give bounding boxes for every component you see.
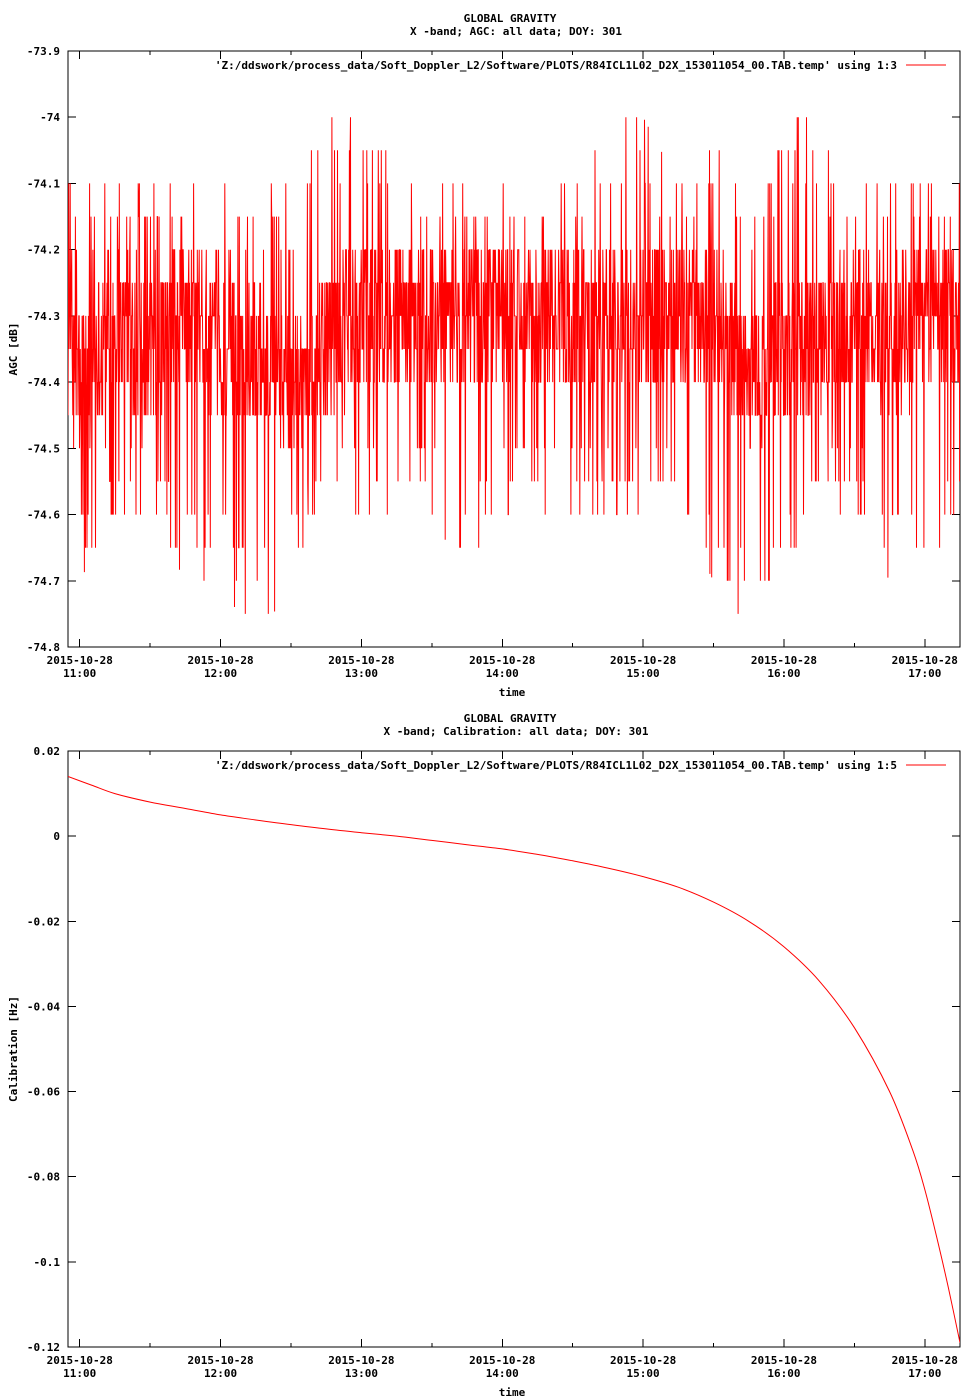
y-tick-label: -0.12 — [27, 1341, 60, 1354]
plot-frame — [67, 750, 961, 1348]
y-ticks: 0.02 0 -0.02 -0.04 -0.06 -0.08 -0.1 -0.12 — [27, 745, 960, 1354]
x-tick-time-label: 16:00 — [767, 1367, 800, 1380]
y-tick-label: -74.5 — [27, 442, 60, 455]
x-axis-label: time — [499, 1386, 526, 1399]
series-line — [68, 117, 960, 614]
x-tick-time-label: 15:00 — [627, 667, 660, 680]
y-tick-label: -0.04 — [27, 1000, 60, 1013]
agc-chart-panel: GLOBAL GRAVITY X -band; AGC: all data; D… — [7, 12, 961, 699]
x-tick-time-label: 17:00 — [908, 1367, 941, 1380]
x-tick-date-label: 2015-10-28 — [328, 1354, 394, 1367]
chart-subtitle: X -band; AGC: all data; DOY: 301 — [410, 25, 622, 38]
y-ticks: -73.9 -74 -74.1 -74.2 -74.3 -74.4 -74.5 -74.6 -7… — [27, 45, 960, 654]
chart-title: GLOBAL GRAVITY — [464, 712, 557, 725]
x-tick-date-label: 2015-10-28 — [469, 654, 535, 667]
x-tick-date-label: 2015-10-28 — [328, 654, 394, 667]
x-tick-date-label: 2015-10-28 — [47, 1354, 113, 1367]
x-tick-date-label: 2015-10-28 — [892, 654, 958, 667]
x-ticks: 2015-10-2811:002015-10-2812:002015-10-28… — [47, 751, 958, 1380]
chart-subtitle: X -band; Calibration: all data; DOY: 301 — [384, 725, 649, 738]
y-axis-label: Calibration [Hz] — [7, 996, 20, 1102]
y-axis-label: AGC [dB] — [7, 323, 20, 376]
plot-area — [67, 50, 961, 648]
x-tick-time-label: 14:00 — [486, 667, 519, 680]
x-tick-time-label: 11:00 — [63, 1367, 96, 1380]
y-tick-label: -0.1 — [34, 1256, 61, 1269]
x-tick-time-label: 12:00 — [204, 667, 237, 680]
series-line — [68, 776, 960, 1343]
x-tick-time-label: 14:00 — [486, 1367, 519, 1380]
plot-area — [67, 750, 961, 1348]
x-tick-date-label: 2015-10-28 — [610, 1354, 676, 1367]
y-tick-label: -0.02 — [27, 915, 60, 928]
x-tick-date-label: 2015-10-28 — [610, 654, 676, 667]
y-tick-label: -74.4 — [27, 376, 60, 389]
chart-title: GLOBAL GRAVITY — [464, 12, 557, 25]
y-tick-label: -74.6 — [27, 509, 60, 522]
x-axis-label: time — [499, 686, 526, 699]
y-tick-label: -74.2 — [27, 244, 60, 257]
x-tick-date-label: 2015-10-28 — [187, 654, 253, 667]
y-tick-label: -74.8 — [27, 641, 60, 654]
y-tick-label: -0.06 — [27, 1086, 60, 1099]
x-tick-time-label: 11:00 — [63, 667, 96, 680]
x-tick-date-label: 2015-10-28 — [47, 654, 113, 667]
y-tick-label: -74 — [40, 111, 60, 124]
legend-label: 'Z:/ddswork/process_data/Soft_Doppler_L2… — [215, 759, 897, 772]
y-tick-label: -73.9 — [27, 45, 60, 58]
x-tick-time-label: 15:00 — [627, 1367, 660, 1380]
x-ticks: 2015-10-2811:002015-10-2812:002015-10-28… — [47, 51, 958, 680]
x-tick-date-label: 2015-10-28 — [187, 1354, 253, 1367]
x-tick-time-label: 16:00 — [767, 667, 800, 680]
x-tick-date-label: 2015-10-28 — [892, 1354, 958, 1367]
x-tick-time-label: 13:00 — [345, 1367, 378, 1380]
x-tick-time-label: 17:00 — [908, 667, 941, 680]
y-tick-label: -74.7 — [27, 575, 60, 588]
legend-label: 'Z:/ddswork/process_data/Soft_Doppler_L2… — [215, 59, 897, 72]
x-tick-time-label: 13:00 — [345, 667, 378, 680]
calibration-chart-panel: GLOBAL GRAVITY X -band; Calibration: all… — [7, 712, 961, 1399]
y-tick-label: -0.08 — [27, 1171, 60, 1184]
y-tick-label: -74.3 — [27, 310, 60, 323]
y-tick-label: 0.02 — [34, 745, 61, 758]
x-tick-time-label: 12:00 — [204, 1367, 237, 1380]
y-tick-label: -74.1 — [27, 177, 60, 190]
x-tick-date-label: 2015-10-28 — [751, 1354, 817, 1367]
x-tick-date-label: 2015-10-28 — [751, 654, 817, 667]
y-tick-label: 0 — [53, 830, 60, 843]
x-tick-date-label: 2015-10-28 — [469, 1354, 535, 1367]
